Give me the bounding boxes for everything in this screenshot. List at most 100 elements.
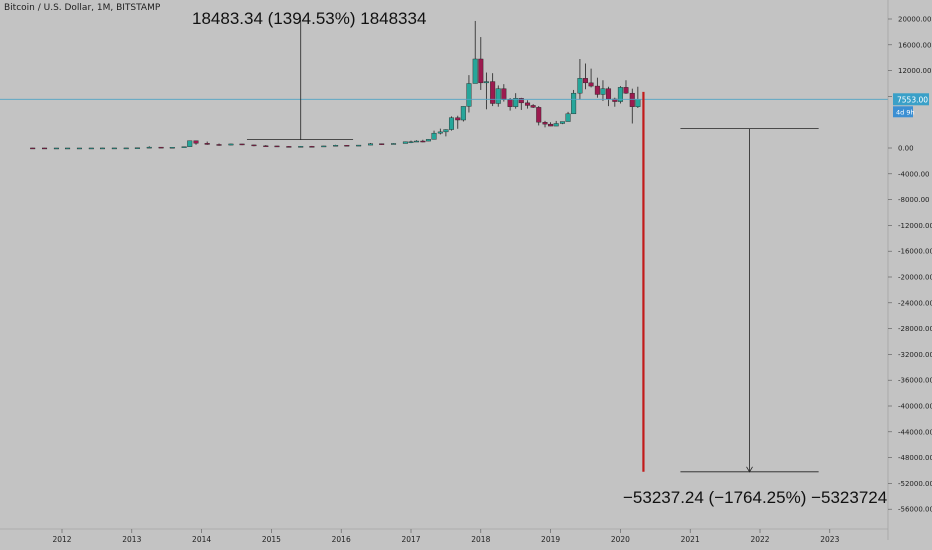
candle-body [559,121,565,124]
candle [181,146,187,148]
candle [536,106,542,126]
candle-body [274,145,280,148]
time-tick-label: 2019 [541,535,560,544]
candle [333,144,339,147]
candle-body [169,147,175,149]
candle [204,141,210,145]
candle [356,144,362,147]
candle [286,146,292,148]
candle-body [263,145,269,148]
candle [274,145,280,148]
candle [588,68,594,88]
price-tick-label: 20000.00 [898,16,931,24]
candle-body [455,117,461,121]
candle [53,147,59,150]
candle-body [431,132,437,140]
candle [466,75,472,113]
candle-body [565,113,571,122]
candle [437,128,443,135]
current-price-label: 7553.00 [897,95,928,104]
candle-body [571,92,577,115]
time-tick-label: 2014 [192,535,211,544]
candle [321,145,327,148]
candle-body [239,143,245,146]
candle [368,142,374,146]
candles-layer [30,20,641,150]
candle-body [298,146,304,148]
candle-body [344,145,350,147]
candle [559,121,565,125]
price-tick-label: -4000.00 [898,170,929,178]
candle [111,147,117,150]
candle-body [583,78,589,84]
candle-body [228,143,234,146]
candle [187,140,193,147]
candle-body [408,141,414,143]
candle [629,88,635,124]
candle-body [594,85,600,95]
candle [443,129,449,137]
time-tick-label: 2017 [401,535,420,544]
candle [251,144,257,147]
price-tick-label: 0.00 [898,145,914,153]
candle-body [425,139,431,142]
candle-body [617,87,623,102]
candle-body [501,88,507,100]
candle [583,63,589,90]
candle-body [577,78,583,94]
measure-top-label: 18483.34 (1394.53%) 1848334 [192,9,426,28]
candle [379,143,385,145]
candle [518,97,524,110]
candle [216,143,222,146]
candle-body [402,141,408,144]
candle-body [536,107,542,123]
time-tick-label: 2020 [611,535,630,544]
candle [123,147,129,150]
candle [158,146,164,149]
candle-body [216,144,222,146]
candle [600,80,606,101]
candle-body [53,147,59,150]
candle-body [629,92,635,107]
time-tick-label: 2021 [681,535,700,544]
candle [513,93,519,109]
price-tick-label: -24000.00 [898,299,932,307]
candle [571,89,577,115]
time-tick-label: 2013 [122,535,141,544]
price-tick-label: -8000.00 [898,196,929,204]
candle-body [525,102,531,106]
candle [88,147,94,150]
candle-body [42,147,48,150]
price-axis[interactable]: 20000.0016000.0012000.008000.000.00-4000… [887,0,932,540]
symbol-title: Bitcoin / U.S. Dollar, 1M, BITSTAMP [4,3,161,13]
candle-body [600,88,606,95]
candle-body [111,147,117,150]
price-tick-label: -56000.00 [898,506,932,514]
candle [490,73,496,107]
time-tick-label: 2016 [332,535,351,544]
time-axis[interactable]: 2012 2013 2014 2015 2016 2017 2018 2019 2020 2021… [0,528,888,544]
candle [42,147,48,150]
price-tick-label: -28000.00 [898,325,932,333]
candle [193,140,199,145]
candle-body [134,147,140,149]
candle [617,86,623,104]
candle-body [181,146,187,148]
candle [483,72,489,110]
time-tick-label: 2012 [52,535,71,544]
candle [402,141,408,144]
candle-body [204,143,210,145]
candle [408,140,414,144]
countdown-label: 4d 9h [896,108,915,116]
candle-body [333,145,339,147]
candle-body [635,99,641,107]
candle [542,120,548,128]
candle [448,116,454,131]
candle-body [606,88,612,100]
candle [460,106,466,122]
candle-body [309,146,315,148]
price-tick-label: -20000.00 [898,274,932,282]
